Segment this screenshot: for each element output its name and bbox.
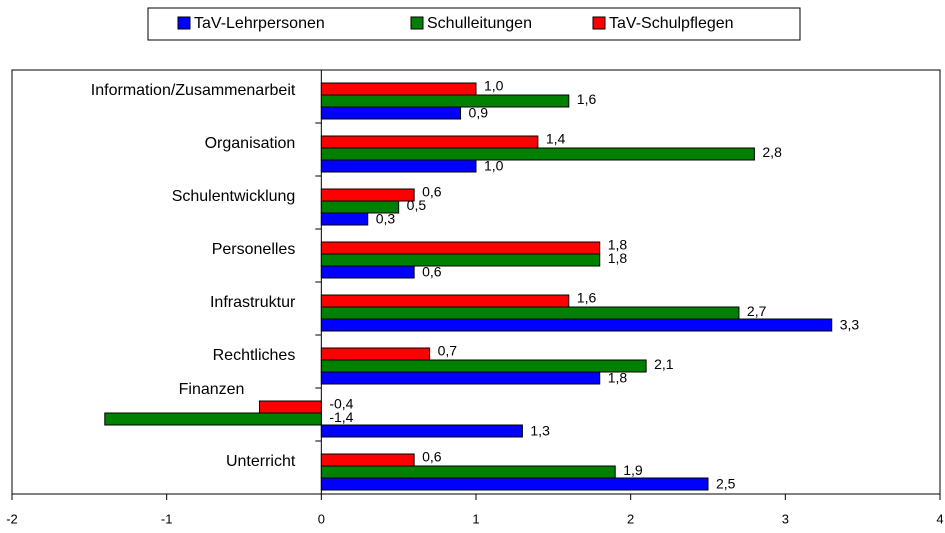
value-label: 1,0	[484, 78, 504, 94]
bar	[320, 347, 431, 361]
bar	[320, 94, 570, 108]
category-label: Unterricht	[226, 453, 296, 470]
bar	[320, 241, 601, 255]
legend-label: TaV-Lehrpersonen	[194, 15, 325, 32]
x-tick-label: 1	[472, 511, 479, 526]
bar	[258, 400, 322, 414]
bar	[320, 106, 462, 120]
x-tick-label: -2	[6, 511, 18, 526]
value-label: -1,4	[329, 409, 353, 425]
value-label: 3,3	[840, 317, 860, 333]
legend-label: TaV-Schulpflegen	[609, 15, 734, 32]
bar	[320, 477, 709, 491]
bar	[320, 253, 601, 267]
value-label: 0,5	[407, 197, 427, 213]
value-label: 1,8	[608, 370, 628, 386]
legend-box	[147, 7, 801, 41]
value-label: 0,9	[469, 105, 489, 121]
value-label: 2,5	[716, 476, 736, 492]
bar	[320, 359, 647, 373]
value-label: 0,3	[376, 211, 396, 227]
bar	[320, 453, 415, 467]
bar	[320, 159, 477, 173]
x-tick-label: 4	[936, 511, 943, 526]
value-label: 1,8	[608, 250, 628, 266]
category-label: Schulentwicklung	[172, 188, 296, 205]
value-label: 1,9	[623, 462, 643, 478]
bar	[320, 294, 570, 308]
value-label: 0,6	[422, 184, 442, 200]
bar	[320, 82, 477, 96]
category-label: Rechtliches	[213, 347, 296, 364]
category-label: Personelles	[212, 241, 296, 258]
bar	[320, 135, 539, 149]
value-label: 1,6	[577, 91, 597, 107]
bar	[320, 318, 833, 332]
value-label: 0,6	[422, 264, 442, 280]
x-tick-label: 0	[318, 511, 325, 526]
bar	[320, 147, 755, 161]
bar	[320, 371, 601, 385]
value-label: 2,1	[654, 356, 674, 372]
value-label: -0,4	[329, 396, 353, 412]
value-label: 1,6	[577, 290, 597, 306]
legend-label: Schulleitungen	[427, 15, 532, 32]
value-label: 2,8	[762, 144, 782, 160]
category-label: Information/Zusammenarbeit	[91, 82, 296, 99]
x-tick-label: 2	[627, 511, 634, 526]
x-tick-label: -1	[161, 511, 173, 526]
value-label: 0,6	[422, 449, 442, 465]
x-tick-label: 3	[782, 511, 789, 526]
value-label: 1,8	[608, 237, 628, 253]
legend-swatch	[410, 16, 424, 30]
bar	[320, 265, 415, 279]
bar	[320, 306, 740, 320]
bar	[320, 465, 616, 479]
bar	[320, 188, 415, 202]
category-label: Organisation	[205, 135, 296, 152]
value-label: 1,0	[484, 158, 504, 174]
value-label: 0,7	[438, 343, 458, 359]
value-label: 1,3	[530, 423, 550, 439]
category-label: Infrastruktur	[210, 294, 296, 311]
bar	[320, 424, 523, 438]
bar	[104, 412, 322, 426]
legend-swatch	[177, 16, 191, 30]
bar	[320, 212, 369, 226]
value-label: 2,7	[747, 303, 767, 319]
value-label: 1,4	[546, 131, 566, 147]
category-label: Finanzen	[179, 381, 245, 398]
legend-swatch	[592, 16, 606, 30]
